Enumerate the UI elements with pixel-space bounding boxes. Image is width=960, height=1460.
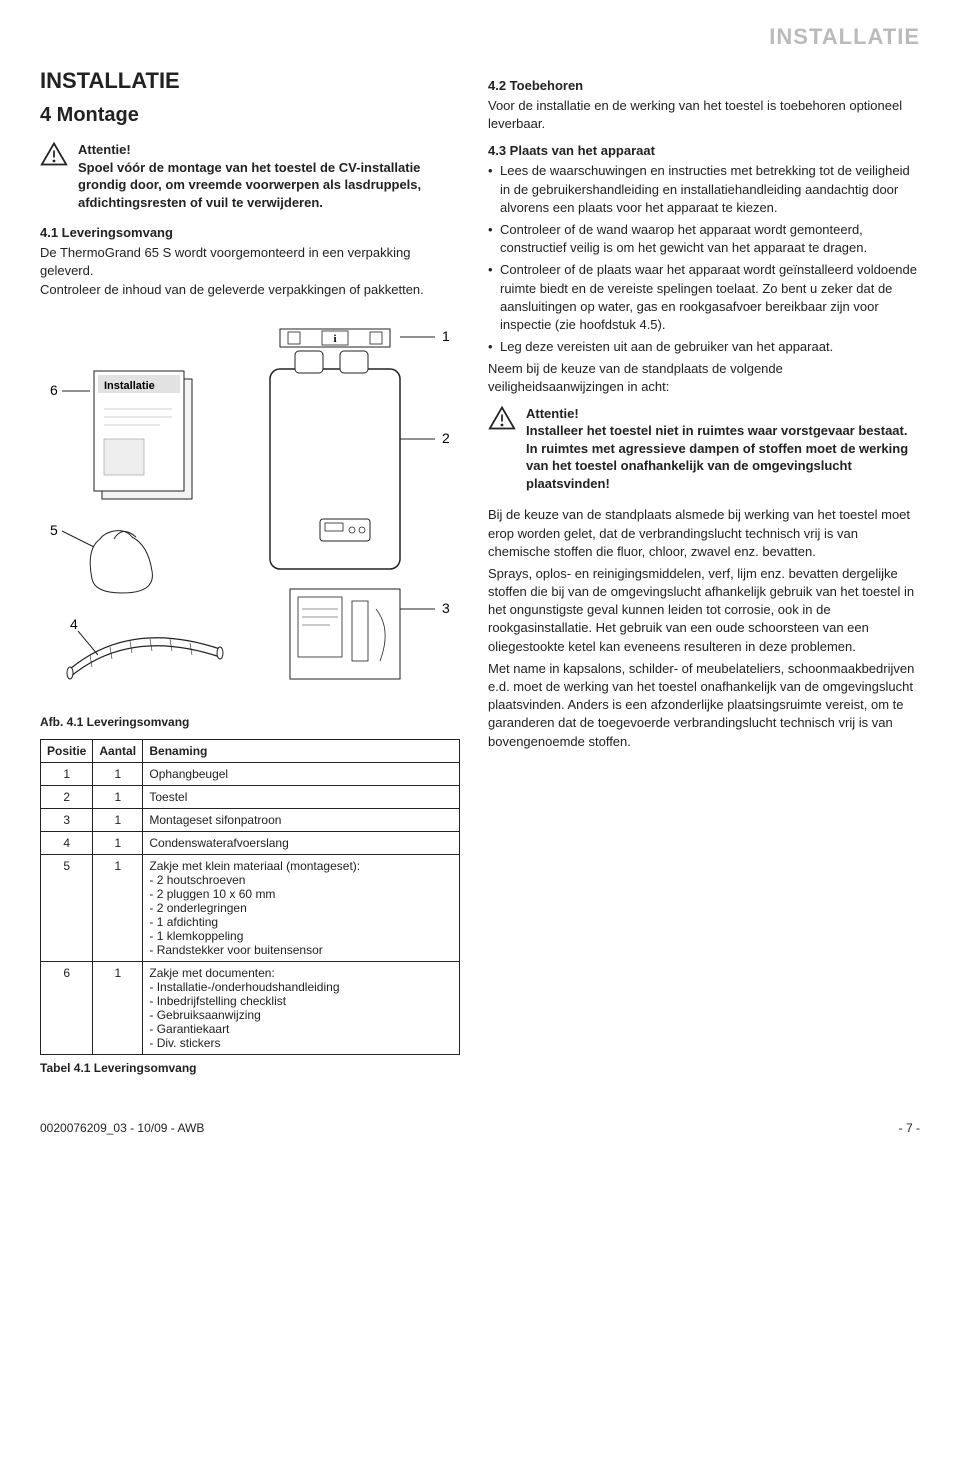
subheading-4-2: 4.2 Toebehoren <box>488 78 920 93</box>
subheading-4-3: 4.3 Plaats van het apparaat <box>488 143 920 158</box>
attention-body-2: Installeer het toestel niet in ruimtes w… <box>526 423 908 491</box>
attention-text: Attentie! Spoel vóór de montage van het … <box>78 141 460 211</box>
list-item: Controleer of de wand waarop het apparaa… <box>488 221 920 257</box>
right-column: 4.2 Toebehoren Voor de installatie en de… <box>488 68 920 1085</box>
subheading-4-1: 4.1 Leveringsomvang <box>40 225 460 240</box>
figure-label-6: 6 <box>50 382 58 398</box>
table-row: 5 1 Zakje met klein materiaal (montagese… <box>41 854 460 961</box>
table-col-positie: Positie <box>41 739 93 762</box>
sub1-body: De ThermoGrand 65 S wordt voorgemonteerd… <box>40 244 460 299</box>
figure-label-4: 4 <box>70 616 78 632</box>
figure-label-5: 5 <box>50 522 58 538</box>
list-item: Lees de waarschuwingen en instructies me… <box>488 162 920 217</box>
svg-text:i: i <box>333 333 336 345</box>
figure-label-3: 3 <box>442 600 450 616</box>
attention-head: Attentie! <box>78 141 460 159</box>
footer-right: - 7 - <box>899 1121 920 1135</box>
attention-body: Spoel vóór de montage van het toestel de… <box>78 160 421 210</box>
two-column-layout: INSTALLATIE 4 Montage Attentie! Spoel vó… <box>40 68 920 1085</box>
figure-label-2: 2 <box>442 430 450 446</box>
attention-text-2: Attentie! Installeer het toestel niet in… <box>526 405 920 493</box>
section-title: INSTALLATIE <box>40 68 460 94</box>
figure-book-label: Installatie <box>104 380 155 392</box>
para-2: Sprays, oplos- en reinigingsmiddelen, ve… <box>488 565 920 656</box>
figure-label-1: 1 <box>442 328 450 344</box>
sub2-body: Voor de installatie en de werking van he… <box>488 97 920 133</box>
running-header: INSTALLATIE <box>40 24 920 50</box>
list-item: Controleer of de plaats waar het apparaa… <box>488 261 920 334</box>
warning-triangle-icon <box>488 405 516 431</box>
figure-caption: Afb. 4.1 Leveringsomvang <box>40 715 460 729</box>
para-1: Bij de keuze van de standplaats alsmede … <box>488 506 920 561</box>
table-row: 1 1 Ophangbeugel <box>41 762 460 785</box>
parts-table: Positie Aantal Benaming 1 1 Ophangbeugel… <box>40 739 460 1055</box>
table-caption: Tabel 4.1 Leveringsomvang <box>40 1061 460 1075</box>
footer-left: 0020076209_03 - 10/09 - AWB <box>40 1121 204 1135</box>
attention-box: Attentie! Spoel vóór de montage van het … <box>40 141 460 211</box>
attention-box-2: Attentie! Installeer het toestel niet in… <box>488 405 920 493</box>
sub3-bullets: Lees de waarschuwingen en instructies me… <box>488 162 920 356</box>
page-footer: 0020076209_03 - 10/09 - AWB - 7 - <box>40 1121 920 1135</box>
chapter-heading: 4 Montage <box>40 104 460 127</box>
table-row: 6 1 Zakje met documenten: - Installatie-… <box>41 961 460 1054</box>
left-column: INSTALLATIE 4 Montage Attentie! Spoel vó… <box>40 68 460 1085</box>
table-col-benaming: Benaming <box>143 739 460 762</box>
warning-triangle-icon <box>40 141 68 167</box>
table-row: 3 1 Montageset sifonpatroon <box>41 808 460 831</box>
page: INSTALLATIE INSTALLATIE 4 Montage Attent… <box>0 0 960 1175</box>
table-row: 2 1 Toestel <box>41 785 460 808</box>
sub3-tail: Neem bij de keuze van de standplaats de … <box>488 360 920 396</box>
table-row: 4 1 Condenswaterafvoerslang <box>41 831 460 854</box>
list-item: Leg deze vereisten uit aan de gebruiker … <box>488 338 920 356</box>
attention-head-2: Attentie! <box>526 405 920 423</box>
table-col-aantal: Aantal <box>93 739 143 762</box>
para-3: Met name in kapsalons, schilder- of meub… <box>488 660 920 751</box>
figure-4-1: i 1 2 3 <box>40 309 460 709</box>
